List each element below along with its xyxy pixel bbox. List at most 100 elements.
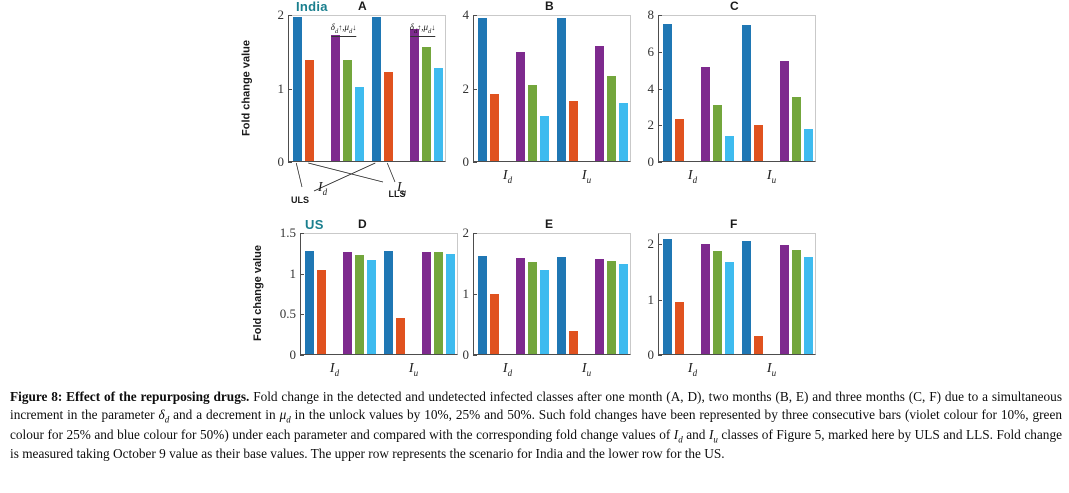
bar-a-I_u-s3 (421, 47, 431, 161)
y-tick-label: 2 (277, 7, 285, 22)
y-tick-mark (288, 88, 292, 90)
y-tick-label: 4 (462, 7, 470, 22)
x-tick-label-id: Id (687, 168, 698, 185)
bar-c-I_u-s4 (803, 129, 813, 161)
caption-text-4: and (682, 426, 709, 442)
bar-f-I_d-s4 (724, 261, 734, 354)
caption-symbol-delta: δd (158, 406, 170, 425)
y-tick-label: 2 (647, 117, 655, 133)
x-tick-label-iu: Iu (766, 168, 777, 185)
y-tick-mark (473, 355, 477, 356)
y-tick-mark (473, 88, 477, 90)
x-tick-label-id: Id (502, 168, 513, 185)
x-tick-label-id: Id (687, 361, 698, 378)
bar-c-I_d-s3 (712, 104, 722, 161)
bar-b-I_u-s3 (606, 76, 616, 161)
bar-d-I_u-s2 (421, 251, 431, 354)
y-tick-mark (658, 51, 662, 53)
bar-e-I_d-s4 (539, 269, 549, 354)
bar-c-I_d-s1 (674, 119, 684, 161)
bar-a-I_u-s0 (371, 16, 381, 161)
y-tick-mark (288, 15, 292, 16)
bar-a-I_d-s0 (292, 16, 302, 161)
plot-area-c (658, 15, 816, 162)
bar-d-I_u-s4 (445, 253, 455, 354)
y-tick-label: 6 (647, 43, 655, 59)
y-tick-mark (473, 233, 477, 234)
bar-b-I_u-s4 (618, 102, 628, 161)
panel-letter-b: B (545, 0, 554, 13)
x-tick-label-id: Id (502, 361, 513, 378)
bar-a-I_d-s4 (354, 86, 364, 161)
plot-area-e (473, 233, 631, 355)
y-tick-label: 0 (647, 154, 655, 169)
y-tick-label: 2 (647, 236, 655, 252)
bar-e-I_u-s3 (606, 261, 616, 354)
caption-symbol-iu: Iu (708, 426, 718, 445)
bar-c-I_d-s2 (700, 66, 710, 161)
bar-f-I_d-s1 (674, 301, 684, 354)
bar-c-I_u-s3 (791, 97, 801, 161)
caption-symbol-id: Id (673, 426, 683, 445)
y-tick-label: 0 (647, 347, 655, 362)
leader-label-lls: LLS (388, 189, 406, 199)
y-tick-mark (300, 233, 304, 234)
bar-c-I_u-s2 (779, 61, 789, 161)
bar-b-I_d-s2 (515, 51, 525, 161)
y-tick-label: 1 (462, 286, 470, 301)
panel-letter-e: E (545, 217, 554, 231)
bar-a-I_u-s1 (383, 72, 393, 161)
bar-e-I_d-s2 (515, 258, 525, 354)
panel-letter-a: A (358, 0, 367, 13)
caption-figure-label: Figure 8: (10, 389, 63, 404)
y-tick-label: 0 (462, 154, 470, 169)
x-tick-label-iu: Iu (581, 168, 592, 185)
y-tick-label: 0 (289, 347, 297, 362)
caption-text-5: classes of Figure 5, marked here by ULS … (10, 426, 1062, 462)
bar-e-I_u-s0 (556, 257, 566, 354)
y-tick-mark (658, 88, 662, 90)
bar-e-I_u-s1 (568, 330, 578, 354)
bar-b-I_u-s2 (594, 46, 604, 161)
plot-area-f (658, 233, 816, 355)
y-tick-label: 1 (647, 291, 655, 307)
bar-d-I_u-s0 (383, 250, 393, 354)
bar-d-I_d-s1 (316, 270, 326, 354)
bar-f-I_d-s2 (700, 244, 710, 354)
x-tick-label-iu: Iu (396, 180, 407, 197)
bar-c-I_u-s1 (753, 124, 763, 161)
x-tick-label-iu: Iu (408, 361, 419, 378)
param-annotation-I_d: δd↑,μd↓ (330, 22, 357, 37)
bar-d-I_d-s4 (366, 259, 376, 354)
caption-text-1: Fold change in the detected and undetect… (10, 389, 1062, 422)
bar-f-I_u-s0 (741, 240, 751, 354)
y-tick-mark (473, 162, 477, 163)
bar-a-I_u-s4 (433, 67, 443, 161)
y-tick-mark (473, 15, 477, 16)
y-tick-mark (473, 294, 477, 295)
figure-caption: Figure 8: Effect of the repurposing drug… (10, 388, 1062, 463)
y-tick-mark (658, 244, 662, 246)
bar-a-I_d-s3 (342, 59, 352, 161)
y-tick-label: 2 (462, 80, 470, 96)
x-tick-label-iu: Iu (766, 361, 777, 378)
bar-d-I_u-s3 (433, 252, 443, 354)
bar-b-I_d-s1 (489, 94, 499, 161)
plot-area-d (300, 233, 458, 355)
bar-f-I_u-s4 (803, 256, 813, 354)
row-country-label-us: US (305, 217, 324, 232)
bar-e-I_u-s4 (618, 264, 628, 354)
bar-b-I_u-s0 (556, 18, 566, 161)
x-tick-label-id: Id (329, 361, 340, 378)
y-tick-mark (658, 299, 662, 301)
y-tick-label: 2 (462, 225, 470, 240)
caption-text-3: in the unlock values by 10%, 25% and 50%… (10, 406, 1062, 442)
y-tick-label: 4 (647, 80, 655, 96)
bar-c-I_d-s0 (662, 23, 672, 161)
y-tick-mark (288, 162, 292, 163)
y-tick-mark (658, 125, 662, 127)
uls-lls-leader-lines (295, 162, 396, 192)
bar-c-I_d-s4 (724, 135, 734, 161)
bar-f-I_d-s0 (662, 239, 672, 354)
leader-label-uls: ULS (291, 195, 309, 205)
